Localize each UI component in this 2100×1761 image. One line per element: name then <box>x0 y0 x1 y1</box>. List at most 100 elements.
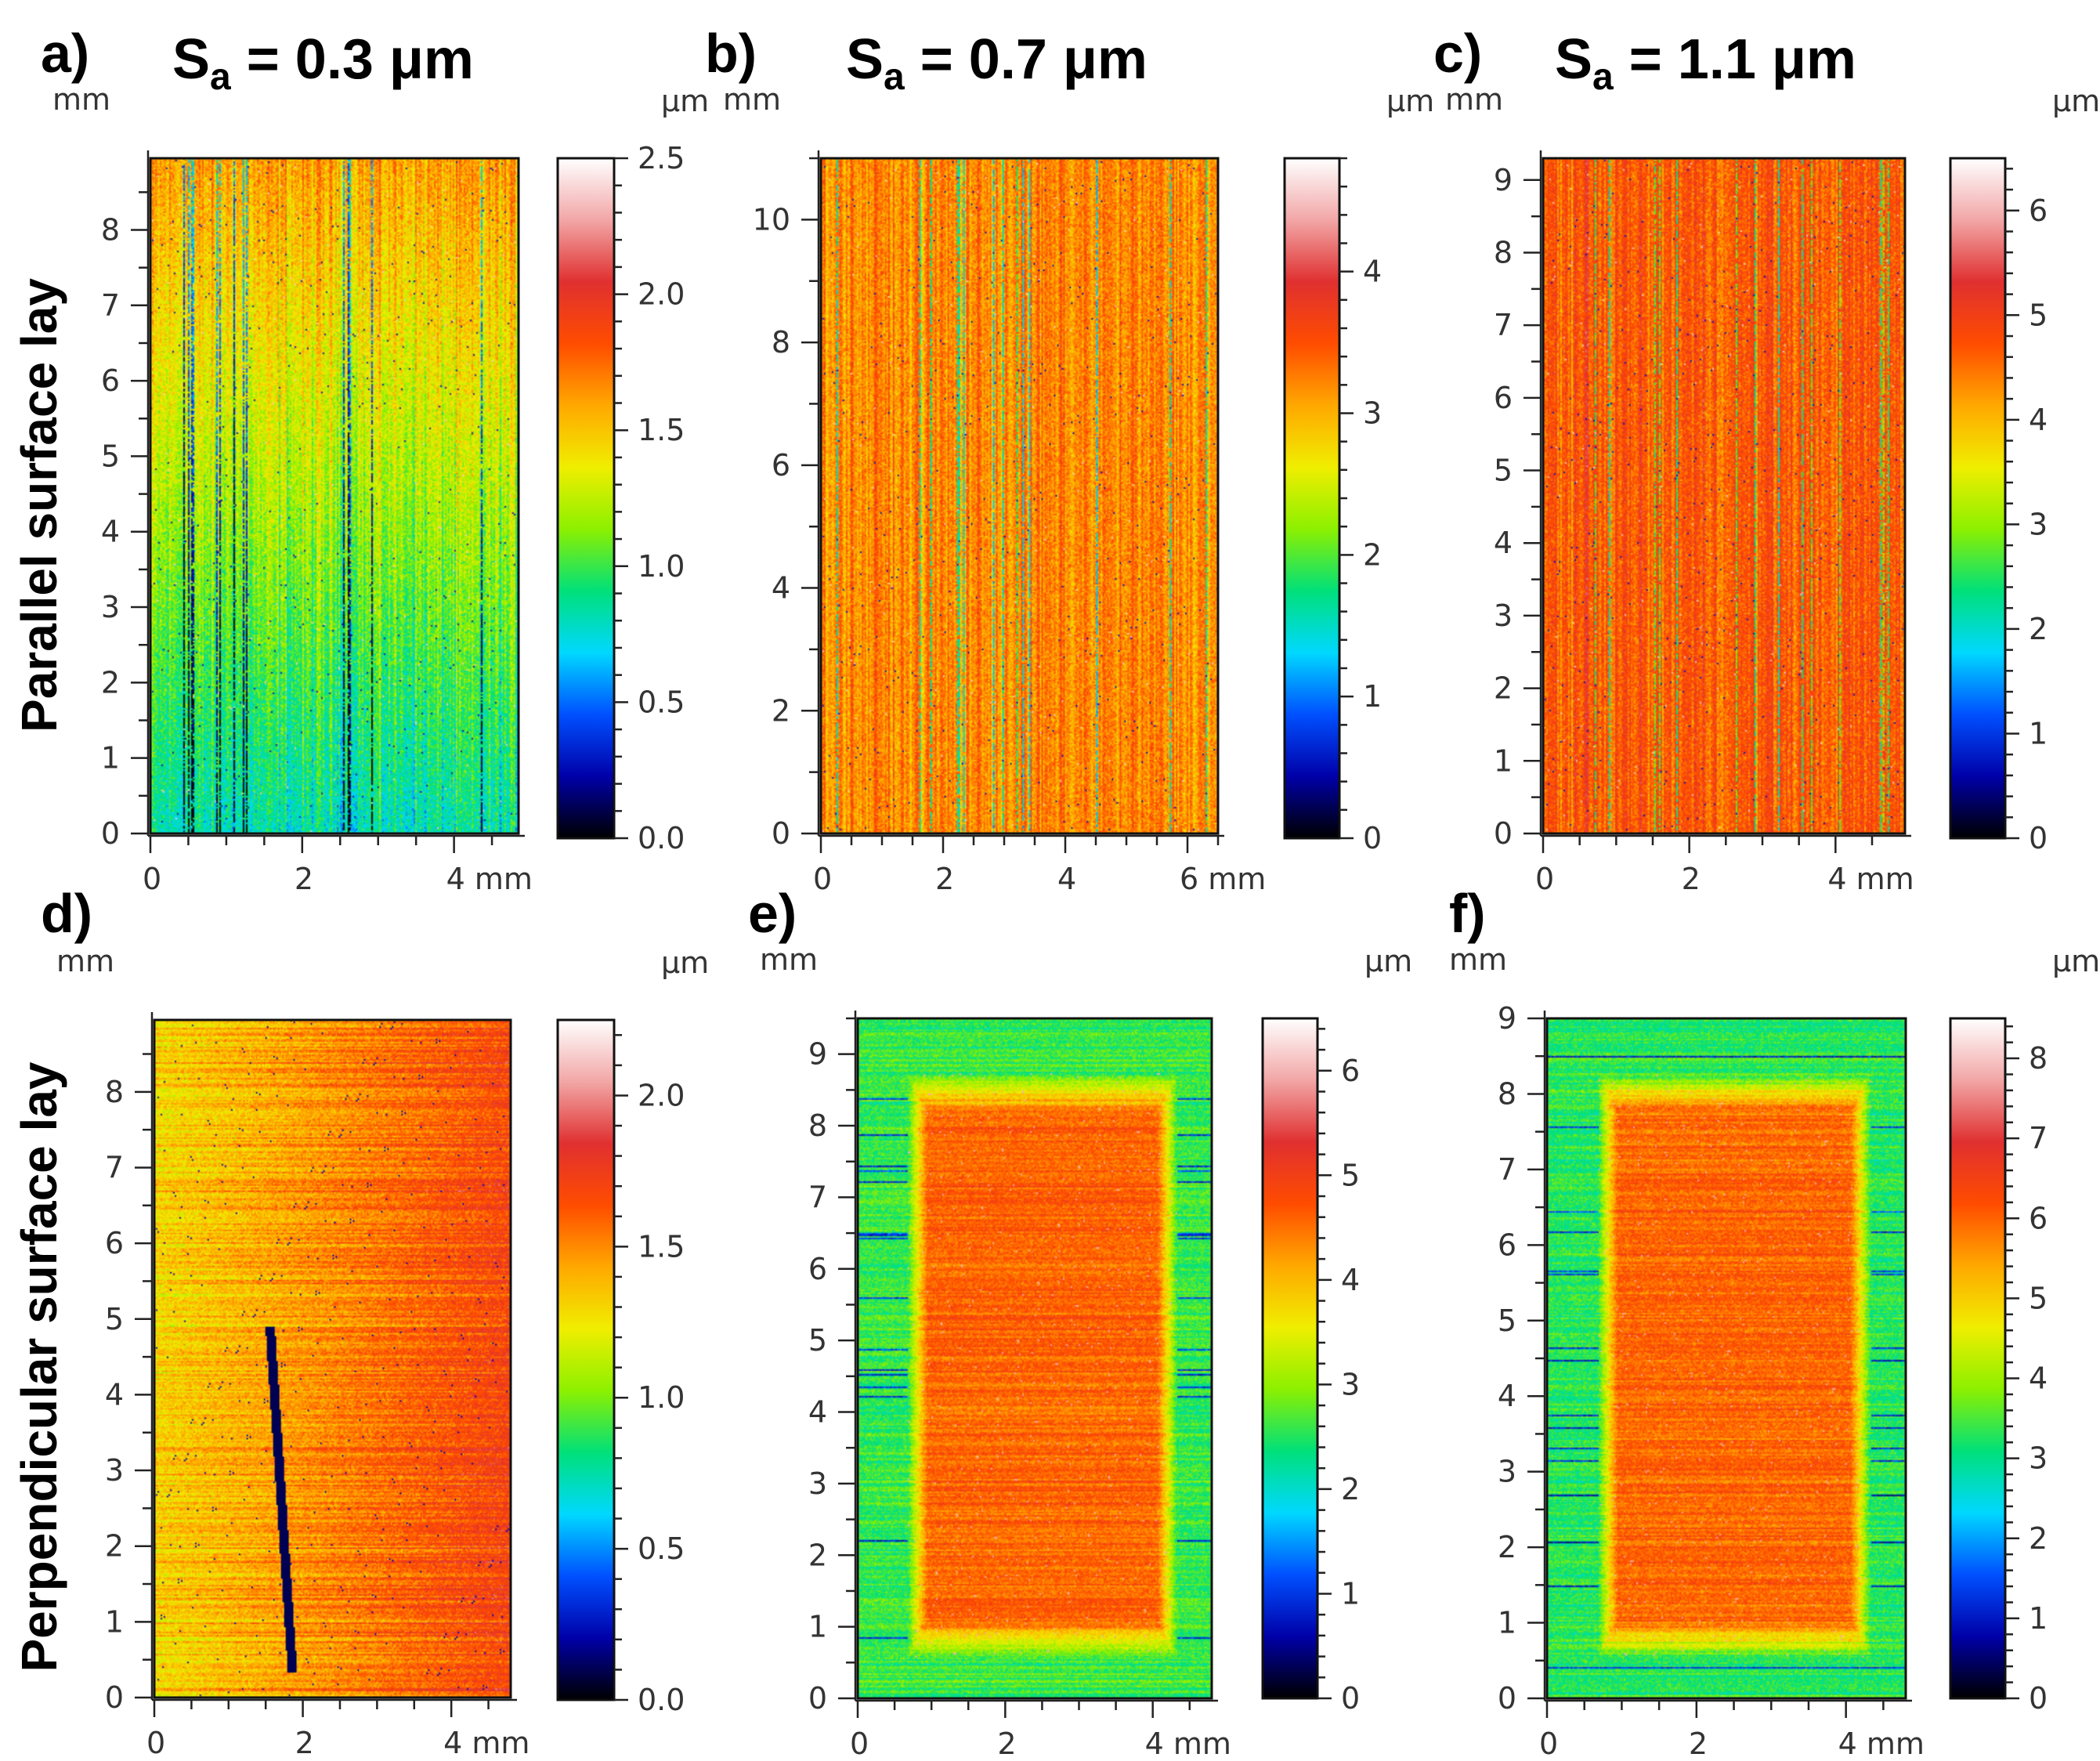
y-tick-label: 1 <box>1498 1606 1516 1640</box>
row-label-parallel: Parallel surface lay <box>11 278 67 732</box>
y-tick-label: 6 <box>772 448 790 483</box>
panel-f: f)mm 0 1 2 3 4 5 6 7 8 9 0 2 4 mm μm 0 1 2 3 4 5 6 7 8 <box>1449 883 2100 1761</box>
y-tick-label: 8 <box>1498 1076 1516 1111</box>
z-tick-label: 3 <box>1363 396 1382 431</box>
map-frame <box>149 157 520 835</box>
y-tick-label: 2 <box>105 1529 124 1564</box>
panel-letter: c) <box>1433 23 1482 84</box>
z-tick-label: 0 <box>1341 1681 1360 1716</box>
z-tick-label: 8 <box>2029 1041 2048 1076</box>
y-tick-label: 4 <box>772 571 790 606</box>
title-subscript: a <box>210 56 231 98</box>
map-frame <box>1542 157 1907 835</box>
colorbar-frame <box>1949 1017 2007 1700</box>
y-tick-label: 7 <box>101 288 120 323</box>
z-tick-label: 6 <box>1341 1054 1360 1088</box>
y-tick-label: 3 <box>105 1453 124 1488</box>
z-unit-label: μm <box>661 946 709 980</box>
y-tick-label: 0 <box>772 816 790 851</box>
y-tick-label: 8 <box>1494 235 1513 269</box>
x-tick-label: 0 <box>143 862 161 896</box>
height-map <box>1543 158 1905 833</box>
z-tick-label: 4 <box>1363 255 1382 289</box>
z-tick-label: 0.5 <box>638 1531 685 1566</box>
z-tick-label: 2.5 <box>638 141 685 175</box>
y-tick-label: 1 <box>808 1610 827 1644</box>
x-tick-label: 4 mm <box>1145 1727 1231 1761</box>
y-tick-label: 5 <box>105 1302 124 1336</box>
x-tick-label: 4 mm <box>446 862 533 896</box>
title-subscript: a <box>1592 56 1614 98</box>
z-tick-label: 1.0 <box>638 549 685 584</box>
y-tick-label: 10 <box>753 202 790 237</box>
y-tick-label: 4 <box>1494 526 1513 560</box>
panel-d: d)mm 0 1 2 3 4 5 6 7 8 0 2 4 mm μm 0.0 0.5 1.0 1.5 2.0 <box>41 883 709 1760</box>
y-tick-label: 4 <box>1498 1379 1516 1413</box>
x-tick-label: 2 <box>1689 1727 1708 1761</box>
z-tick-label: 0.0 <box>638 1683 685 1717</box>
z-tick-label: 3 <box>1341 1367 1360 1401</box>
z-tick-label: 0 <box>2029 821 2048 855</box>
x-tick-label: 4 mm <box>1838 1727 1925 1761</box>
map-frame <box>1545 1017 1907 1700</box>
z-tick-label: 0 <box>1363 821 1382 855</box>
z-tick-label: 4 <box>2029 1361 2048 1396</box>
z-tick-label: 0.5 <box>638 685 685 719</box>
y-tick-label: 0 <box>105 1680 124 1715</box>
y-tick-label: 7 <box>1494 308 1513 342</box>
height-map <box>858 1018 1212 1698</box>
colorbar <box>1263 1018 1317 1698</box>
y-tick-label: 0 <box>1498 1681 1516 1716</box>
y-tick-label: 5 <box>1494 454 1513 488</box>
z-tick-label: 1 <box>1341 1576 1360 1611</box>
y-tick-label: 6 <box>1498 1228 1516 1262</box>
y-tick-label: 7 <box>105 1150 124 1184</box>
panel-e: e)mm 0 1 2 3 4 5 6 7 8 9 0 2 4 mm μm 0 1 2 3 4 5 6 <box>748 883 1412 1761</box>
y-unit-label: mm <box>52 82 110 117</box>
z-tick-label: 6 <box>2029 193 2048 228</box>
y-tick-label: 3 <box>1494 598 1513 633</box>
x-tick-label: 2 <box>997 1727 1016 1761</box>
panel-a: a) Sa = 0.3 μm mm 0 1 2 3 4 5 6 7 8 0 2 4 mm μm 0.0 0.5 1.… <box>41 23 709 896</box>
row-label-perpendicular: Perpendicular surface lay <box>11 1061 67 1672</box>
x-tick-label: 0 <box>850 1727 869 1761</box>
y-unit-label: mm <box>760 942 818 977</box>
y-tick-label: 5 <box>808 1323 827 1358</box>
x-tick-label: 0 <box>146 1726 165 1760</box>
y-tick-label: 1 <box>1494 743 1513 778</box>
z-tick-label: 2 <box>2029 1521 2048 1556</box>
title-symbol: S <box>172 28 210 91</box>
y-tick-label: 9 <box>808 1037 827 1072</box>
y-tick-label: 1 <box>105 1604 124 1639</box>
y-unit-label: mm <box>723 82 781 117</box>
title-symbol: S <box>1555 28 1592 91</box>
x-tick-label: 0 <box>1539 1727 1558 1761</box>
z-tick-label: 1.5 <box>638 413 685 447</box>
y-tick-label: 8 <box>772 325 790 360</box>
y-tick-label: 6 <box>1494 381 1513 415</box>
x-tick-label: 2 <box>295 1726 314 1760</box>
z-tick-label: 0 <box>2029 1681 2048 1716</box>
roughness-title: Sa = 0.3 μm <box>172 28 474 98</box>
y-tick-label: 3 <box>1498 1455 1516 1489</box>
z-unit-label: μm <box>2052 944 2100 978</box>
panel-letter: a) <box>41 23 89 84</box>
y-tick-label: 2 <box>772 693 790 728</box>
roughness-title: Sa = 1.1 μm <box>1555 28 1856 98</box>
title-value: = 0.3 μm <box>231 28 474 91</box>
x-tick-label: 0 <box>1535 862 1554 896</box>
panel-c: c) Sa = 1.1 μm mm 0 1 2 3 4 5 6 7 8 9 0 2 4 mm μm 0 1 2 3 4 5 6 <box>1433 23 2100 896</box>
z-tick-label: 1 <box>2029 716 2048 750</box>
panel-letter: f) <box>1449 883 1486 944</box>
z-tick-label: 1.0 <box>638 1380 685 1415</box>
y-tick-label: 0 <box>1494 816 1513 851</box>
x-tick-label: 2 <box>935 862 954 896</box>
z-tick-label: 2 <box>1363 537 1382 572</box>
colorbar <box>1950 158 2005 838</box>
y-tick-label: 3 <box>808 1466 827 1501</box>
x-tick-label: 4 mm <box>443 1726 530 1760</box>
title-value: = 1.1 μm <box>1614 28 1856 91</box>
panel-letter: b) <box>705 23 757 84</box>
x-tick-label: 2 <box>1682 862 1701 896</box>
colorbar-frame <box>556 1018 616 1701</box>
